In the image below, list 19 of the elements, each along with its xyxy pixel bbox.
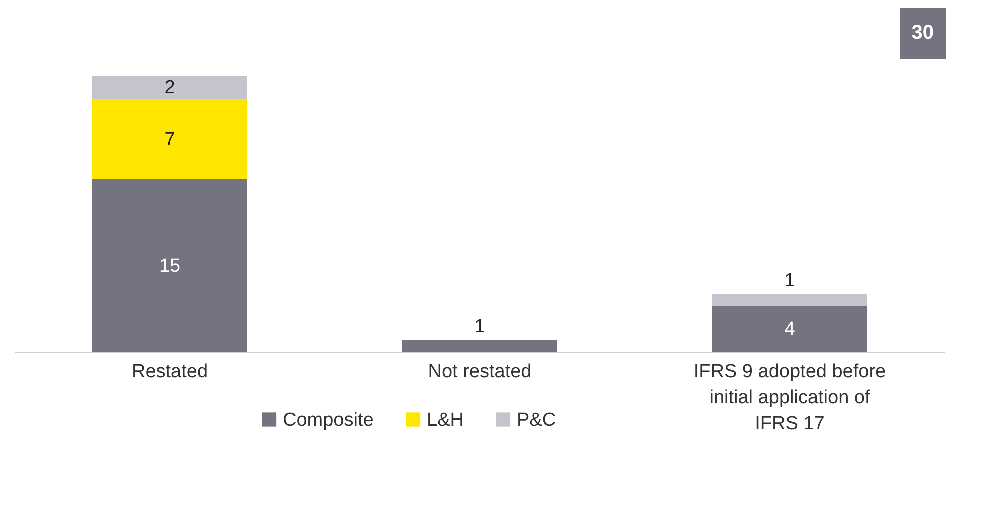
bar — [92, 76, 248, 99]
data-label: 2 — [164, 78, 176, 98]
data-label: 1 — [784, 270, 796, 292]
x-tick-label: Restated — [132, 362, 208, 382]
bar — [402, 340, 558, 352]
legend-label: P&C — [517, 410, 556, 431]
legend-label: L&H — [427, 410, 464, 431]
bar — [712, 294, 868, 306]
legend-label: Composite — [283, 410, 374, 431]
data-label: 7 — [164, 129, 176, 150]
x-tick-label: Not restated — [428, 362, 532, 382]
data-label: 15 — [159, 256, 181, 277]
data-label: 4 — [784, 319, 796, 340]
bar — [92, 99, 248, 180]
data-label: 1 — [474, 316, 486, 338]
x-tick-label: IFRS 9 adopted before initial application of IFRS 17 — [694, 362, 886, 434]
text: 30 — [900, 8, 946, 59]
bar — [92, 180, 248, 352]
bar — [712, 306, 868, 352]
